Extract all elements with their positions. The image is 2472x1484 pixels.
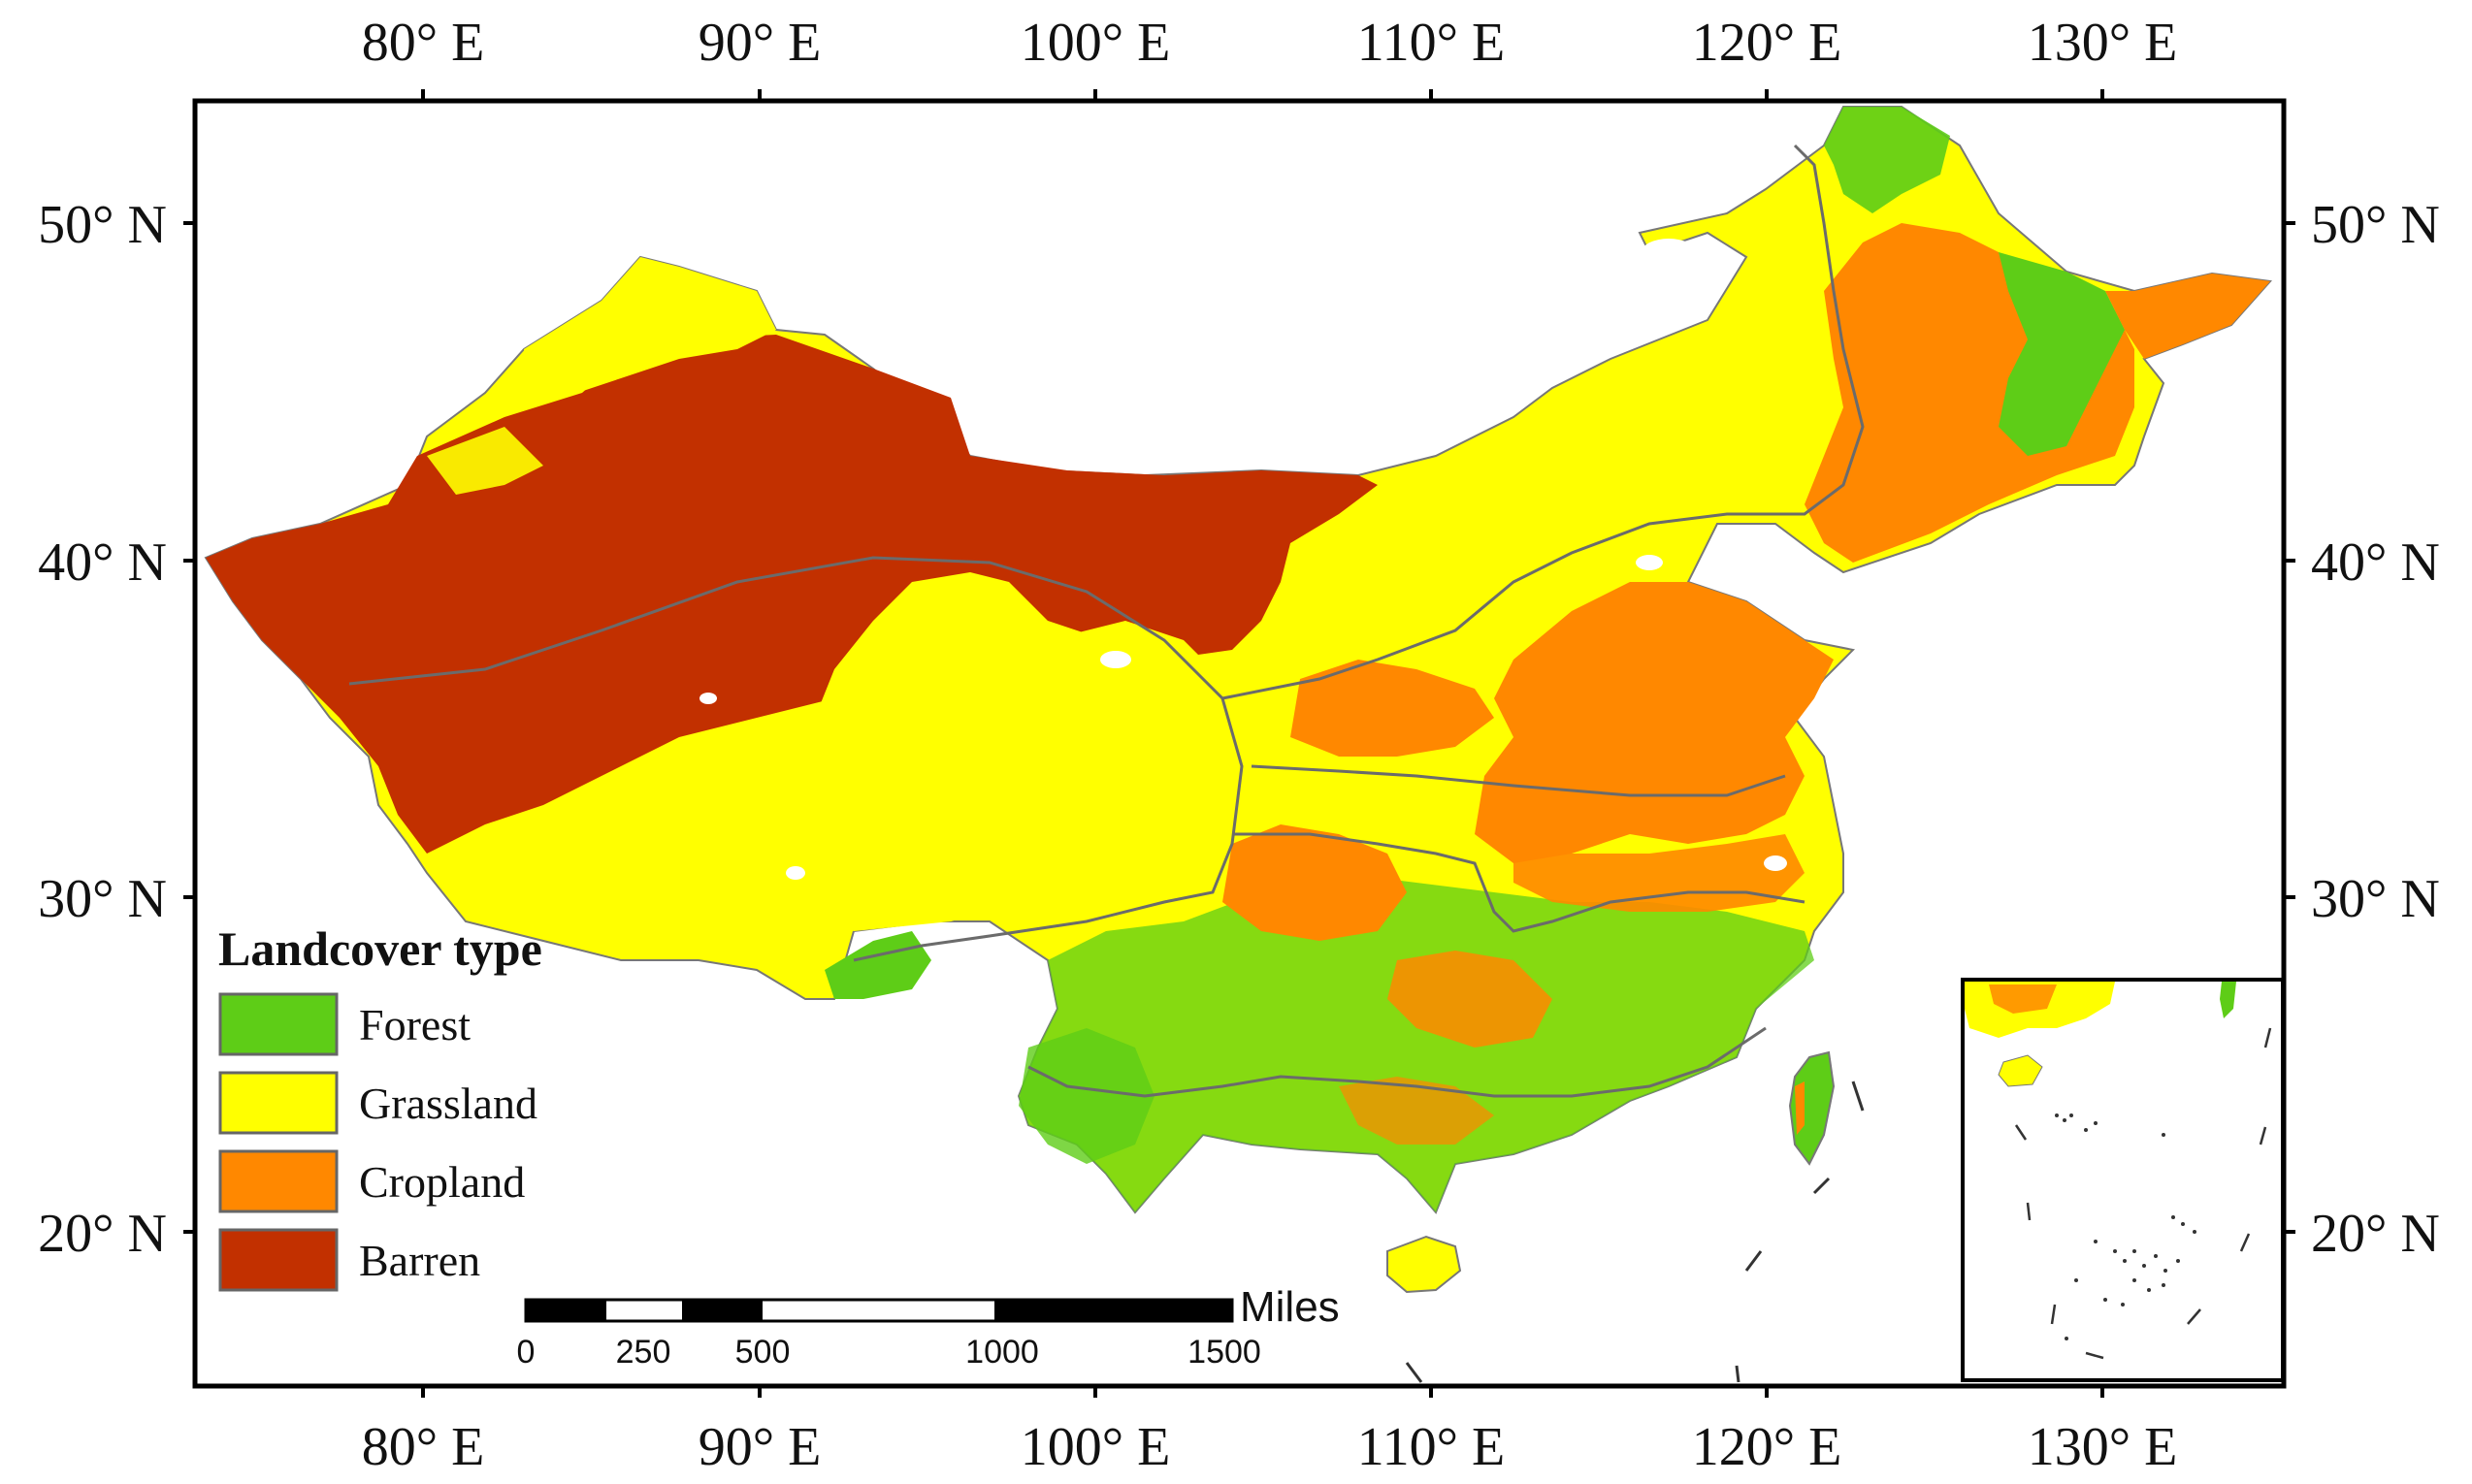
tick-bottom-80: 80° E (362, 1417, 485, 1477)
tick-top-90: 90° E (699, 13, 822, 73)
axis-left: 50° N 40° N 30° N 20° N (38, 195, 167, 1264)
region-cropland-hunan (1387, 951, 1552, 1048)
legend-swatch-barren (218, 1228, 339, 1292)
inset-taiwan (2220, 982, 2236, 1018)
legend: Landcover type Forest Grassland Cropland… (218, 921, 542, 1292)
legend-item-barren: Barren (218, 1228, 480, 1292)
dash-line-main (1405, 1081, 1865, 1383)
scale-unit: Miles (1240, 1283, 1340, 1331)
no-data-speckles (699, 239, 1787, 880)
scale-segment-3 (682, 1300, 763, 1321)
tick-bottom-90: 90° E (699, 1417, 822, 1477)
axis-bottom: 80° E 90° E 100° E 110° E 120° E 130° E (362, 1417, 2178, 1477)
legend-label-grassland: Grassland (359, 1079, 537, 1128)
scale-segment-5 (994, 1300, 1232, 1321)
region-cropland-guangxi (1339, 1077, 1494, 1145)
scale-tick-1000: 1000 (965, 1334, 1039, 1371)
legend-label-cropland: Cropland (359, 1157, 525, 1207)
legend-item-forest: Forest (218, 992, 471, 1056)
tick-left-50: 50° N (38, 195, 167, 255)
tick-right-30: 30° N (2311, 869, 2440, 929)
axis-top: 80° E 90° E 100° E 110° E 120° E 130° E (362, 13, 2178, 73)
region-forest-south (1019, 873, 1814, 1212)
tick-bottom-100: 100° E (1021, 1417, 1171, 1477)
island-taiwan (1788, 1050, 1836, 1166)
south-china-sea-inset (1961, 978, 2285, 1382)
island-hainan (1386, 1235, 1462, 1294)
inset-dash-line (2014, 1027, 2272, 1360)
legend-swatch-grassland (218, 1071, 339, 1135)
china-landmass (204, 106, 2272, 1294)
legend-label-barren: Barren (359, 1236, 480, 1285)
axis-right: 50° N 40° N 30° N 20° N (2311, 195, 2440, 1264)
island-taiwan-west (1795, 1081, 1805, 1135)
scale-tick-1500: 1500 (1187, 1334, 1261, 1371)
scale-tick-250: 250 (616, 1334, 671, 1371)
scale-bar: 0 250 500 1000 1500 Miles (517, 1283, 1340, 1371)
legend-swatch-forest (218, 992, 339, 1056)
region-boundaries (348, 144, 1865, 1098)
region-forest-yunnan (1019, 1028, 1155, 1164)
tick-bottom-130: 130° E (2028, 1417, 2178, 1477)
tick-top-130: 130° E (2028, 13, 2178, 73)
legend-item-grassland: Grassland (218, 1071, 537, 1135)
patch-grassland-qinghai (970, 621, 1222, 795)
region-cropland-far-east (2105, 274, 2270, 359)
region-cropland-loess (1290, 660, 1494, 757)
scale-tick-500: 500 (735, 1334, 791, 1371)
legend-title: Landcover type (218, 921, 542, 976)
tick-right-50: 50° N (2311, 195, 2440, 255)
tick-left-30: 30° N (38, 869, 167, 929)
tick-bottom-110: 110° E (1357, 1417, 1506, 1477)
region-cropland-north-plain (1475, 582, 1834, 863)
inset-hainan (1998, 1054, 2043, 1087)
region-forest-northeast (1999, 252, 2125, 456)
tick-top-120: 120° E (1692, 13, 1842, 73)
tick-bottom-120: 120° E (1692, 1417, 1842, 1477)
frame-ticks (183, 89, 2295, 1398)
tick-left-20: 20° N (38, 1204, 167, 1264)
tick-top-100: 100° E (1021, 13, 1171, 73)
patch-grassland-north-xj (524, 257, 776, 398)
scale-segment-1 (526, 1300, 606, 1321)
inset-frame (1961, 978, 2285, 1382)
legend-item-cropland: Cropland (218, 1149, 525, 1213)
legend-label-forest: Forest (359, 1000, 471, 1049)
tick-left-40: 40° N (38, 532, 167, 593)
inset-islands (2055, 1113, 2196, 1340)
tick-right-20: 20° N (2311, 1204, 2440, 1264)
tick-top-110: 110° E (1357, 13, 1506, 73)
region-cropland-sichuan (1222, 824, 1407, 941)
legend-swatch-cropland (218, 1149, 339, 1213)
patch-grassland-tarim-edge (427, 427, 543, 495)
tick-right-40: 40° N (2311, 532, 2440, 593)
region-forest-greater-khingan (1824, 107, 1950, 213)
tick-top-80: 80° E (362, 13, 485, 73)
scale-tick-0: 0 (517, 1334, 536, 1371)
inset-coast-mainland-mix (1989, 984, 2057, 1014)
